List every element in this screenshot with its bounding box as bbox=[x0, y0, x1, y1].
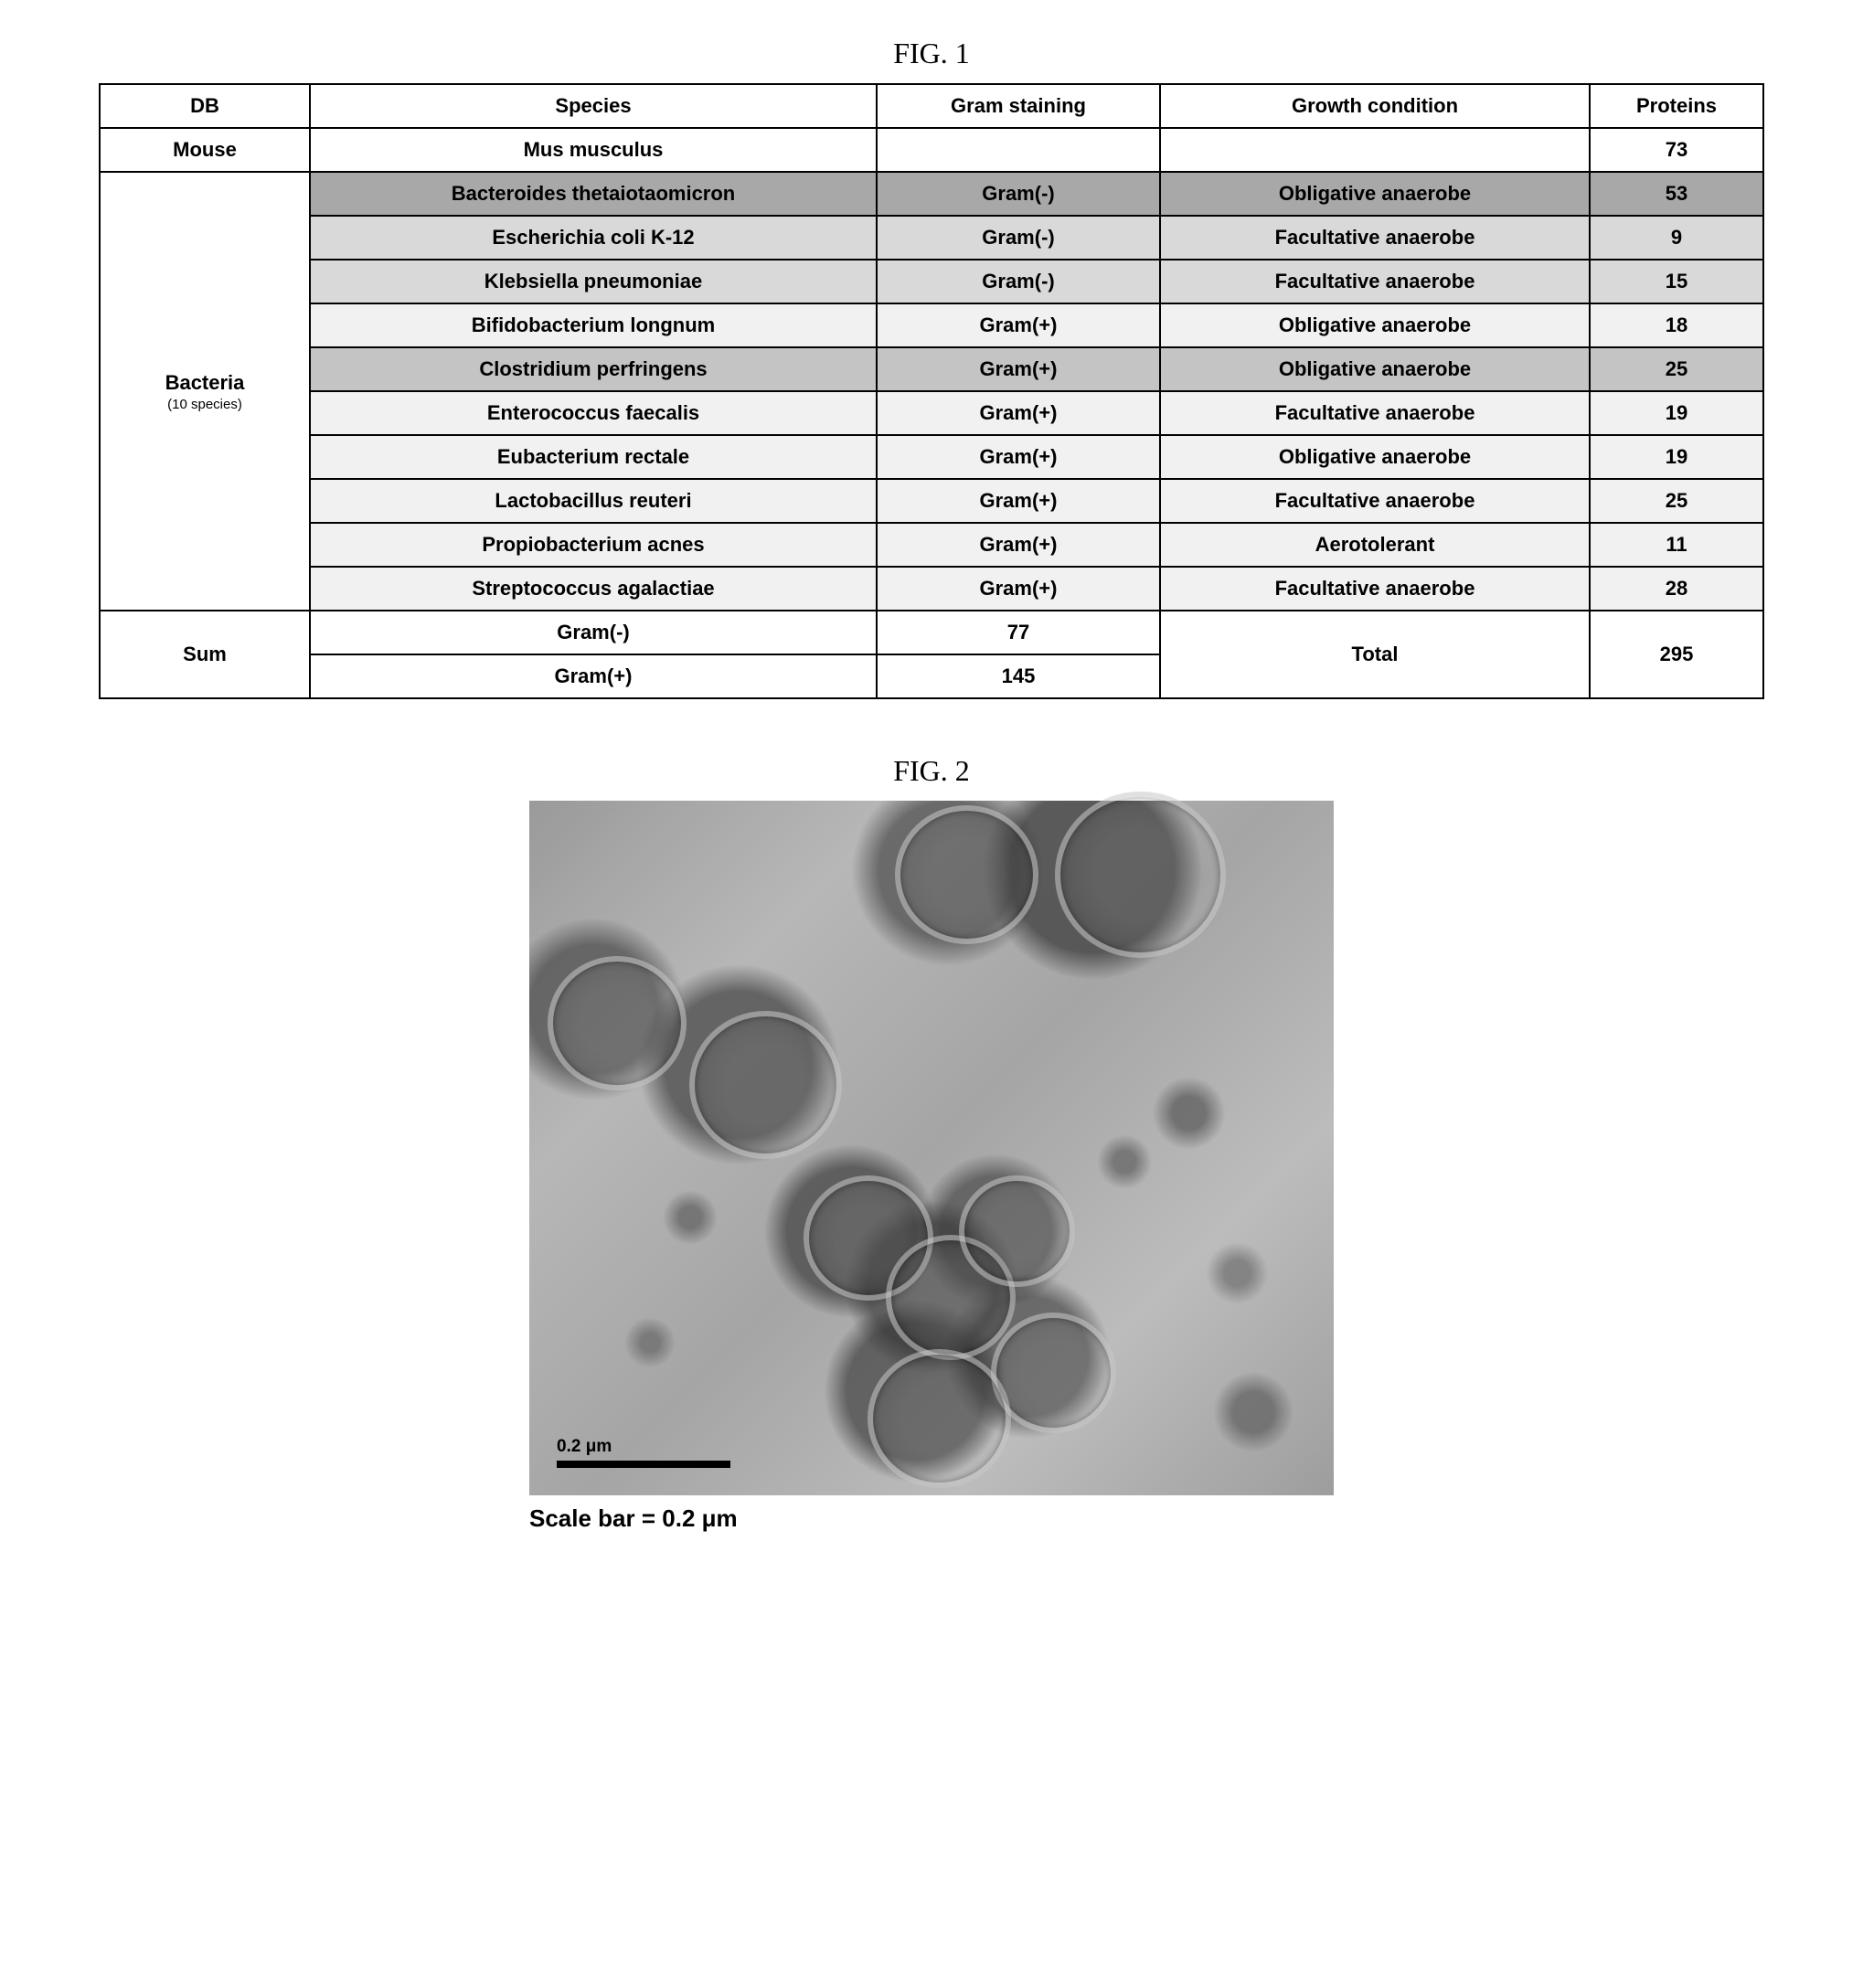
bacteria-growth: Facultative anaerobe bbox=[1160, 216, 1590, 260]
vesicle-ring bbox=[689, 1011, 842, 1159]
bacteria-row: Propiobacterium acnesGram(+)Aerotolerant… bbox=[100, 523, 1763, 567]
bacteria-species: Bacteroides thetaiotaomicron bbox=[310, 172, 877, 216]
bacteria-gram: Gram(+) bbox=[877, 303, 1160, 347]
figure-1: FIG. 1 DB Species Gram staining Growth c… bbox=[91, 37, 1772, 699]
col-growth: Growth condition bbox=[1160, 84, 1590, 128]
bacteria-proteins: 11 bbox=[1590, 523, 1763, 567]
vesicle-ring bbox=[548, 956, 687, 1090]
mouse-growth bbox=[1160, 128, 1590, 172]
vesicle-ring bbox=[1055, 792, 1226, 958]
bacteria-growth: Facultative anaerobe bbox=[1160, 260, 1590, 303]
mouse-species: Mus musculus bbox=[310, 128, 877, 172]
sum-section: Sum Gram(-) 77 Total 295 Gram(+) 145 bbox=[100, 611, 1763, 698]
sum-pos-label: Gram(+) bbox=[310, 654, 877, 698]
sum-neg-label: Gram(-) bbox=[310, 611, 877, 654]
bacteria-db-sub: (10 species) bbox=[108, 397, 302, 412]
bacteria-species: Propiobacterium acnes bbox=[310, 523, 877, 567]
vesicle-ring bbox=[959, 1175, 1075, 1287]
bacteria-row: Lactobacillus reuteriGram(+)Facultative … bbox=[100, 479, 1763, 523]
bacteria-proteins: 28 bbox=[1590, 567, 1763, 611]
scalebar-label-inside: 0.2 μm bbox=[557, 1437, 612, 1457]
col-db: DB bbox=[100, 84, 310, 128]
bacteria-growth: Obligative anaerobe bbox=[1160, 347, 1590, 391]
bacteria-gram: Gram(-) bbox=[877, 172, 1160, 216]
bacteria-proteins: 19 bbox=[1590, 435, 1763, 479]
bacteria-growth: Facultative anaerobe bbox=[1160, 567, 1590, 611]
bacteria-gram: Gram(+) bbox=[877, 567, 1160, 611]
col-proteins: Proteins bbox=[1590, 84, 1763, 128]
microscope-panel: 0.2 μm Scale bar = 0.2 μm bbox=[529, 801, 1334, 1533]
bacteria-gram: Gram(+) bbox=[877, 347, 1160, 391]
sum-total-count: 295 bbox=[1590, 611, 1763, 698]
bacteria-row: Streptococcus agalactiaeGram(+)Facultati… bbox=[100, 567, 1763, 611]
sum-pos-count: 145 bbox=[877, 654, 1160, 698]
bacteria-proteins: 53 bbox=[1590, 172, 1763, 216]
vesicle-ring bbox=[895, 805, 1038, 944]
bacteria-gram: Gram(+) bbox=[877, 523, 1160, 567]
mouse-db: Mouse bbox=[100, 128, 310, 172]
bacteria-row: Enterococcus faecalisGram(+)Facultative … bbox=[100, 391, 1763, 435]
bacteria-species: Klebsiella pneumoniae bbox=[310, 260, 877, 303]
bacteria-gram: Gram(-) bbox=[877, 260, 1160, 303]
bacteria-db-main: Bacteria bbox=[165, 371, 245, 394]
bacteria-proteins: 15 bbox=[1590, 260, 1763, 303]
bacteria-gram: Gram(-) bbox=[877, 216, 1160, 260]
figure-2-title: FIG. 2 bbox=[91, 754, 1772, 788]
col-gram: Gram staining bbox=[877, 84, 1160, 128]
bacteria-gram: Gram(+) bbox=[877, 479, 1160, 523]
bacteria-species: Escherichia coli K-12 bbox=[310, 216, 877, 260]
sum-neg-count: 77 bbox=[877, 611, 1160, 654]
figure-1-title: FIG. 1 bbox=[91, 37, 1772, 70]
sum-label: Sum bbox=[100, 611, 310, 698]
mouse-row: Mouse Mus musculus 73 bbox=[100, 128, 1763, 172]
bacteria-proteins: 25 bbox=[1590, 479, 1763, 523]
bacteria-row: Bifidobacterium longnumGram(+)Obligative… bbox=[100, 303, 1763, 347]
bacteria-growth: Obligative anaerobe bbox=[1160, 172, 1590, 216]
microscope-image: 0.2 μm bbox=[529, 801, 1334, 1495]
bacteria-growth: Facultative anaerobe bbox=[1160, 479, 1590, 523]
bacteria-proteins: 18 bbox=[1590, 303, 1763, 347]
bacteria-table: DB Species Gram staining Growth conditio… bbox=[99, 83, 1764, 699]
bacteria-species: Streptococcus agalactiae bbox=[310, 567, 877, 611]
bacteria-species: Clostridium perfringens bbox=[310, 347, 877, 391]
bacteria-gram: Gram(+) bbox=[877, 391, 1160, 435]
bacteria-species: Bifidobacterium longnum bbox=[310, 303, 877, 347]
bacteria-row: Bacteria(10 species)Bacteroides thetaiot… bbox=[100, 172, 1763, 216]
bacteria-growth: Obligative anaerobe bbox=[1160, 303, 1590, 347]
bacteria-growth: Obligative anaerobe bbox=[1160, 435, 1590, 479]
bacteria-proteins: 25 bbox=[1590, 347, 1763, 391]
bacteria-row: Klebsiella pneumoniaeGram(-)Facultative … bbox=[100, 260, 1763, 303]
bacteria-proteins: 9 bbox=[1590, 216, 1763, 260]
bacteria-species: Lactobacillus reuteri bbox=[310, 479, 877, 523]
table-body: Mouse Mus musculus 73 Bacteria(10 specie… bbox=[100, 128, 1763, 611]
sum-total-label: Total bbox=[1160, 611, 1590, 698]
bacteria-row: Eubacterium rectaleGram(+)Obligative ana… bbox=[100, 435, 1763, 479]
bacteria-gram: Gram(+) bbox=[877, 435, 1160, 479]
bacteria-row: Escherichia coli K-12Gram(-)Facultative … bbox=[100, 216, 1763, 260]
scalebar-caption: Scale bar = 0.2 μm bbox=[529, 1504, 1334, 1533]
bacteria-species: Enterococcus faecalis bbox=[310, 391, 877, 435]
col-species: Species bbox=[310, 84, 877, 128]
bacteria-growth: Facultative anaerobe bbox=[1160, 391, 1590, 435]
bacteria-db-cell: Bacteria (10 species) bbox=[100, 172, 310, 611]
figure-2: FIG. 2 0.2 μm Scale bar = 0.2 μm bbox=[91, 754, 1772, 1533]
bacteria-growth: Aerotolerant bbox=[1160, 523, 1590, 567]
scalebar bbox=[557, 1461, 730, 1468]
bacteria-species: Eubacterium rectale bbox=[310, 435, 877, 479]
bacteria-row: Clostridium perfringensGram(+)Obligative… bbox=[100, 347, 1763, 391]
mouse-proteins: 73 bbox=[1590, 128, 1763, 172]
mouse-gram bbox=[877, 128, 1160, 172]
vesicle-ring bbox=[868, 1349, 1011, 1488]
table-header: DB Species Gram staining Growth conditio… bbox=[100, 84, 1763, 128]
bacteria-proteins: 19 bbox=[1590, 391, 1763, 435]
